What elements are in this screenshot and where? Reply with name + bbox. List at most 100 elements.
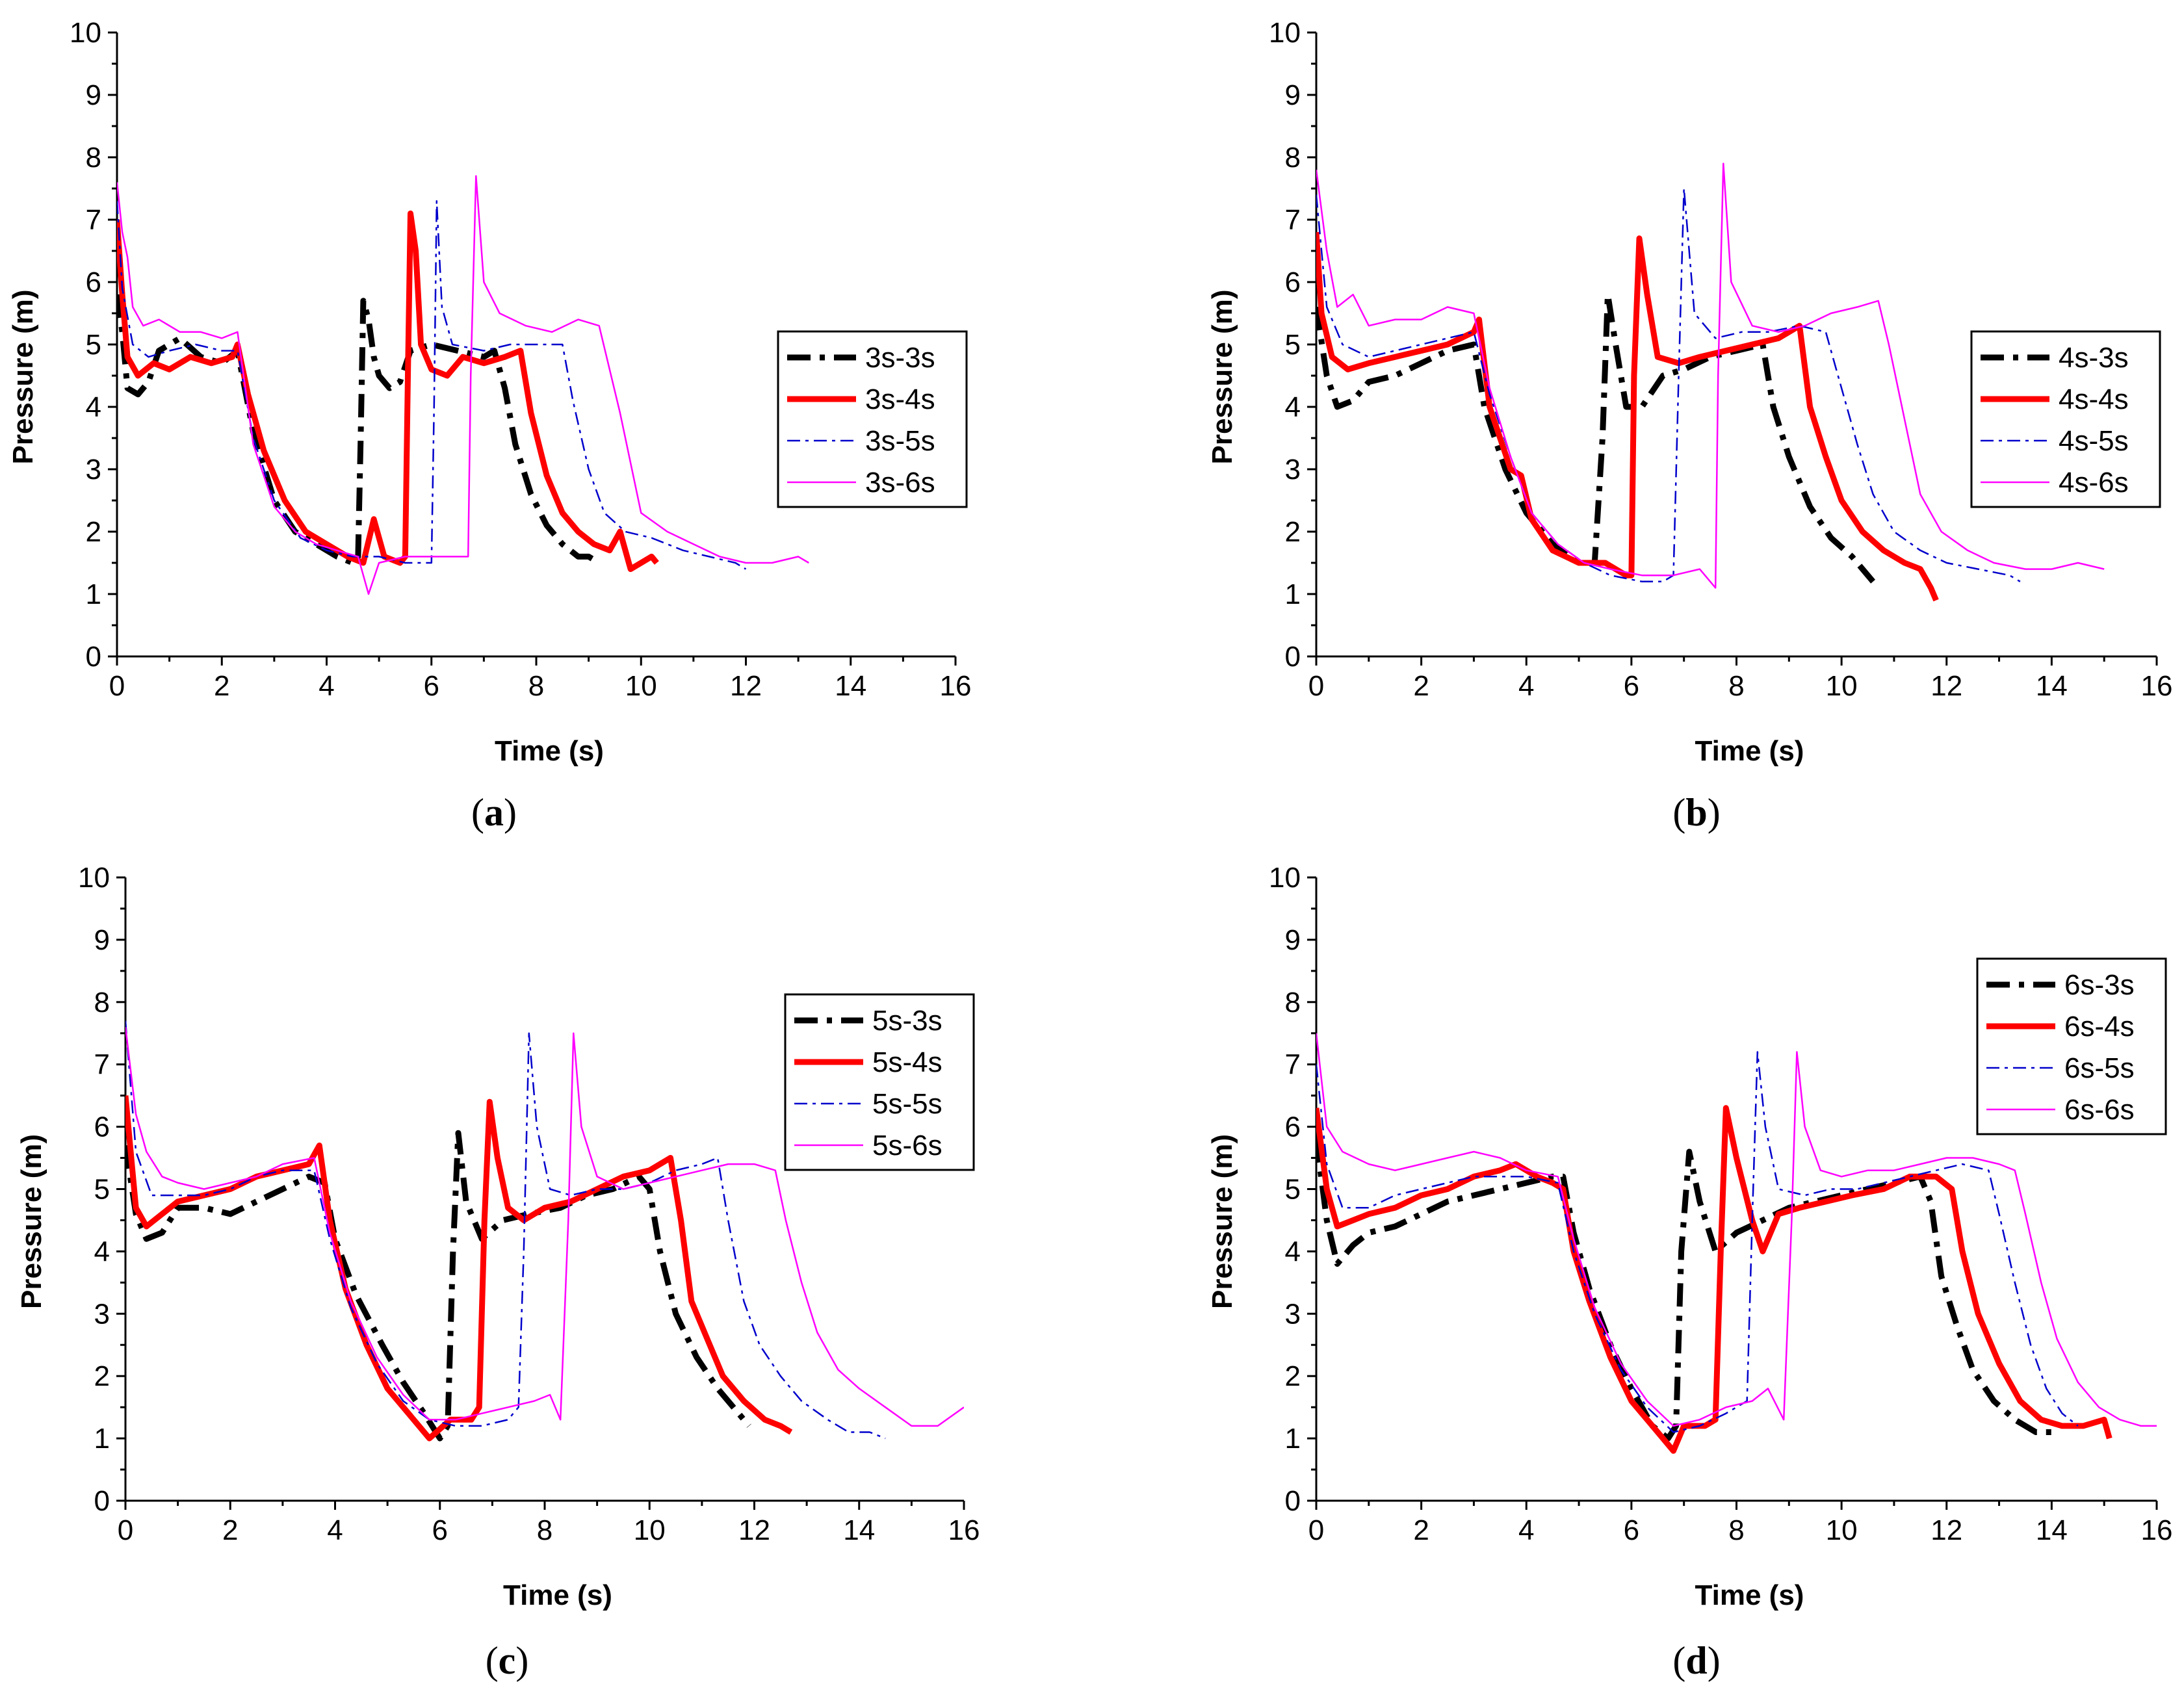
x-tick-label: 8 [537,1514,552,1546]
series-line-6s-5s [1316,1051,2079,1433]
x-tick-label: 12 [738,1514,770,1546]
series-line-4s-3s [1316,291,1876,584]
legend-label: 6s-5s [2064,1052,2135,1084]
y-tick-label: 9 [1285,924,1301,956]
x-tick-label: 14 [2036,670,2068,702]
x-axis-title: Time (s) [495,735,604,767]
y-tick-label: 1 [86,578,101,610]
series-group [1316,162,2105,602]
x-tick-label: 16 [2141,670,2173,702]
x-tick-label: 8 [528,670,544,702]
y-axis-title: Pressure (m) [1206,1134,1238,1309]
series-line-3s-5s [117,200,747,570]
x-axis-title: Time (s) [1695,1579,1804,1611]
y-tick-label: 4 [1285,391,1301,423]
x-tick-label: 6 [1624,1514,1639,1546]
legend-label: 6s-3s [2064,969,2135,1001]
series-line-3s-6s [117,175,809,595]
y-tick-label: 3 [1285,1298,1301,1330]
series-line-4s-6s [1316,162,2105,589]
series-line-6s-3s [1316,1139,2052,1442]
y-tick-label: 2 [1285,516,1301,548]
y-tick-label: 7 [1285,204,1301,236]
x-tick-label: 4 [318,670,334,702]
y-tick-label: 4 [86,391,101,423]
y-tick-label: 10 [70,17,101,49]
panel-caption: (b) [1672,791,1720,834]
y-tick-label: 0 [1285,1485,1301,1517]
y-axis-title: Pressure (m) [7,289,39,464]
legend-label: 4s-3s [2059,342,2129,374]
series-line-6s-4s [1316,1105,2112,1454]
y-tick-label: 6 [86,266,101,298]
y-tick-label: 6 [1285,266,1301,298]
x-axis-title: Time (s) [1695,735,1804,767]
y-tick-label: 3 [86,454,101,486]
x-tick-label: 10 [625,670,657,702]
x-tick-label: 0 [1308,670,1324,702]
legend-label: 5s-6s [872,1130,942,1161]
y-tick-label: 10 [1269,17,1301,49]
y-tick-label: 1 [1285,578,1301,610]
y-tick-label: 9 [94,924,110,956]
legend-label: 5s-4s [872,1046,942,1078]
y-axis-title: Pressure (m) [16,1134,47,1309]
legend-box [784,993,975,1171]
legend-label: 6s-4s [2064,1011,2135,1043]
y-tick-label: 6 [1285,1111,1301,1143]
series-line-5s-3s [125,1130,751,1442]
series-line-5s-5s [125,1020,886,1440]
legend: 4s-3s 4s-4s 4s-5s 4s-6s [1970,330,2161,508]
x-axis-title: Time (s) [503,1579,612,1611]
series-line-4s-5s [1316,187,2021,583]
legend: 5s-3s 5s-4s 5s-5s 5s-6s [784,993,975,1171]
y-tick-label: 9 [86,79,101,111]
x-tick-label: 6 [424,670,439,702]
legend: 3s-3s 3s-4s 3s-5s 3s-6s [777,330,968,508]
x-tick-label: 16 [2141,1514,2173,1546]
y-tick-label: 8 [94,987,110,1018]
series-line-6s-6s [1316,1033,2157,1427]
x-tick-label: 4 [327,1514,343,1546]
x-tick-label: 0 [109,670,125,702]
y-tick-label: 7 [1285,1049,1301,1081]
legend-label: 5s-3s [872,1005,942,1037]
x-tick-label: 14 [835,670,866,702]
y-tick-label: 3 [94,1298,110,1330]
y-tick-label: 10 [1269,862,1301,894]
x-tick-label: 12 [1930,1514,1962,1546]
x-tick-label: 16 [940,670,972,702]
y-axis-title: Pressure (m) [1206,289,1238,464]
y-tick-label: 0 [94,1485,110,1517]
y-tick-label: 2 [1285,1360,1301,1392]
legend: 6s-3s 6s-4s 6s-5s 6s-6s [1976,957,2167,1135]
x-tick-label: 12 [730,670,762,702]
x-tick-label: 10 [1826,1514,1858,1546]
legend-label: 4s-6s [2059,467,2129,499]
panel-caption: (c) [486,1639,529,1682]
x-tick-label: 6 [432,1514,448,1546]
y-tick-label: 8 [1285,987,1301,1018]
x-tick-label: 12 [1930,670,1962,702]
x-tick-label: 6 [1624,670,1639,702]
x-tick-label: 8 [1728,670,1744,702]
legend-label: 3s-6s [865,467,935,499]
legend-box [1976,957,2167,1135]
x-tick-label: 14 [2036,1514,2068,1546]
y-tick-label: 10 [78,862,110,894]
panel-caption: (a) [471,791,517,834]
x-tick-label: 10 [1826,670,1858,702]
y-tick-label: 5 [1285,329,1301,361]
y-tick-label: 7 [94,1049,110,1081]
x-tick-label: 16 [948,1514,980,1546]
y-tick-label: 0 [1285,641,1301,673]
legend-label: 3s-3s [865,342,935,374]
y-tick-label: 6 [94,1111,110,1143]
y-tick-label: 8 [1285,142,1301,174]
x-tick-label: 2 [214,670,229,702]
y-tick-label: 2 [86,516,101,548]
